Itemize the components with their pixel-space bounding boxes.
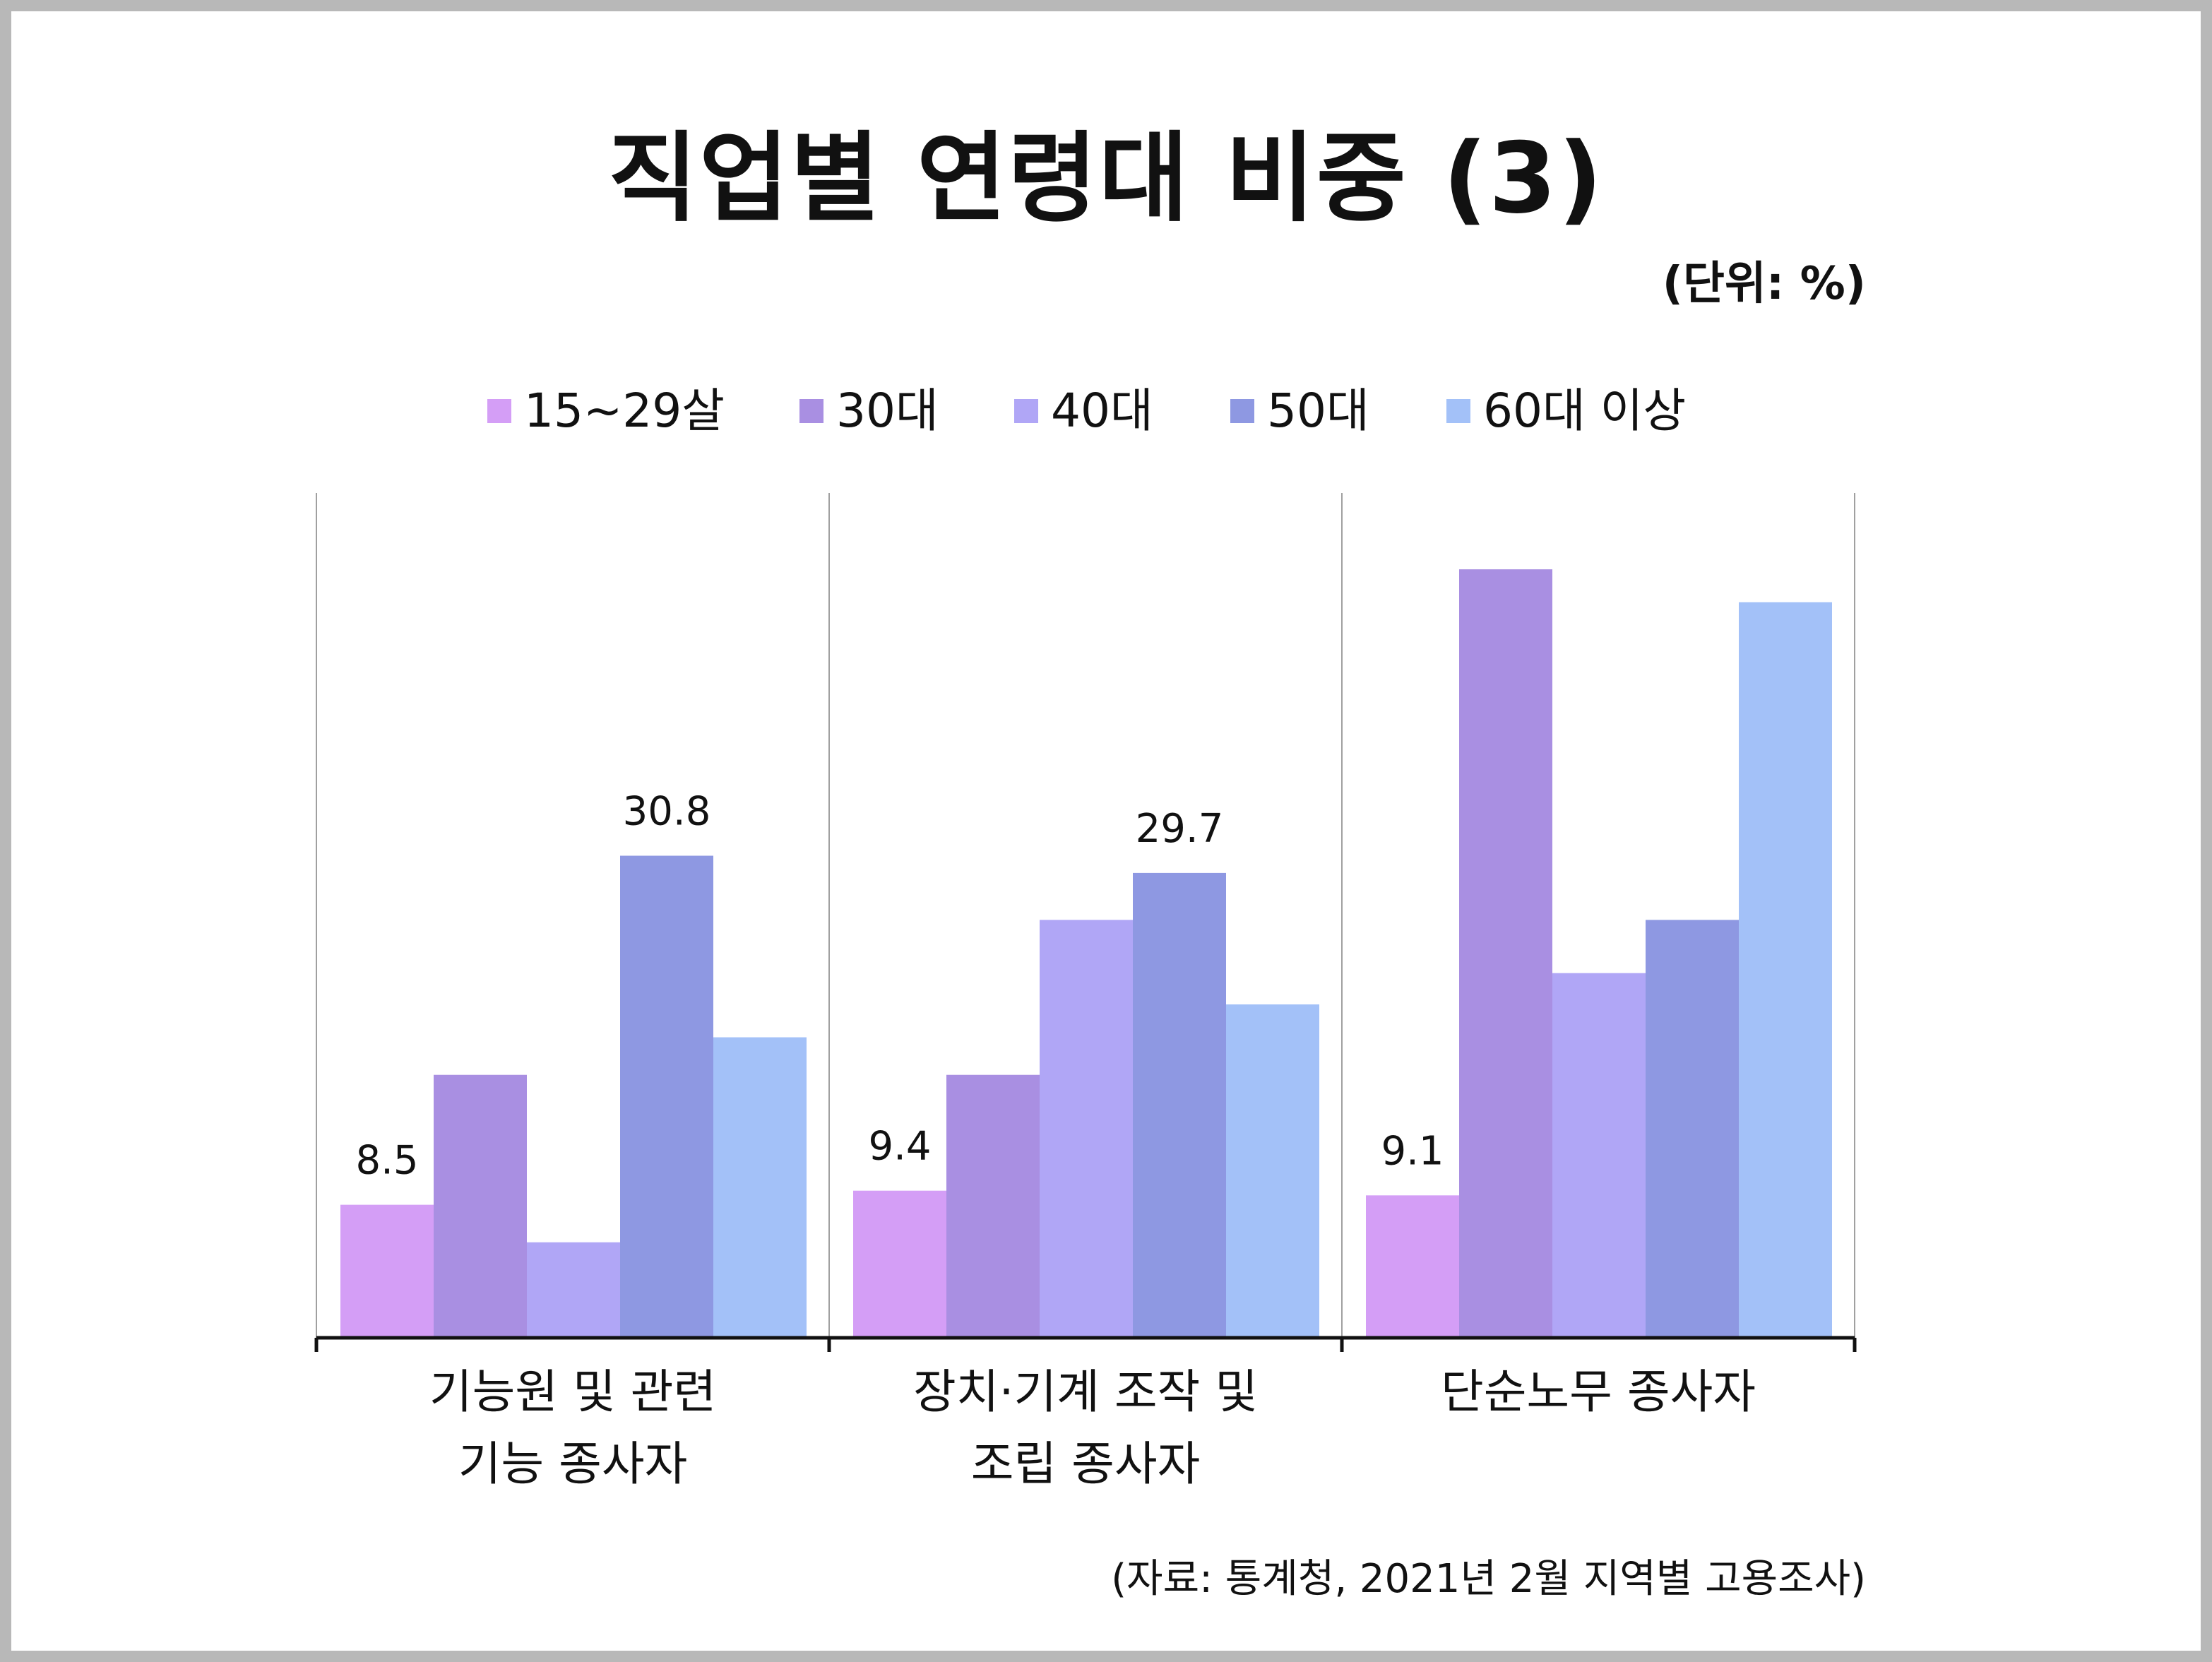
legend-swatch xyxy=(1446,399,1470,423)
category-label: 장치·기계 조작 및 xyxy=(913,1365,1258,1419)
bar xyxy=(1226,1004,1319,1338)
category-label: 기능원 및 관련 xyxy=(429,1365,716,1419)
legend-label: 15~29살 xyxy=(524,384,725,438)
bar xyxy=(1459,569,1552,1338)
legend-label: 60대 이상 xyxy=(1483,384,1686,438)
unit-label: (단위: %) xyxy=(1662,258,1866,310)
bar xyxy=(340,1204,434,1338)
category-label: 기능 종사자 xyxy=(458,1437,688,1491)
category-label: 단순노무 종사자 xyxy=(1441,1365,1756,1419)
legend-swatch xyxy=(1014,399,1038,423)
data-label: 29.7 xyxy=(1136,806,1224,852)
source-note: (자료: 통계청, 2021년 2월 지역별 고용조사) xyxy=(1111,1556,1866,1602)
bar xyxy=(1040,920,1133,1338)
bar xyxy=(713,1037,807,1338)
chart-title: 직업별 연령대 비중 (3) xyxy=(608,121,1604,235)
category-label: 조립 종사자 xyxy=(971,1437,1201,1491)
bar xyxy=(1739,602,1832,1338)
bar xyxy=(1646,920,1739,1338)
legend-label: 40대 xyxy=(1051,384,1153,438)
bar xyxy=(1366,1195,1459,1338)
data-label: 9.1 xyxy=(1381,1128,1444,1174)
legend-swatch xyxy=(799,399,823,423)
bar xyxy=(434,1074,527,1338)
bar xyxy=(853,1190,946,1338)
legend-swatch xyxy=(487,399,511,423)
legend-swatch xyxy=(1230,399,1254,423)
data-label: 8.5 xyxy=(355,1138,418,1184)
bar xyxy=(620,855,713,1338)
data-label: 30.8 xyxy=(623,789,711,835)
bar xyxy=(1552,973,1646,1338)
data-label: 9.4 xyxy=(868,1124,931,1170)
bar xyxy=(946,1074,1040,1338)
bar xyxy=(1133,872,1226,1338)
legend-label: 30대 xyxy=(836,384,939,438)
legend-label: 50대 xyxy=(1267,384,1369,438)
bar xyxy=(527,1242,620,1338)
